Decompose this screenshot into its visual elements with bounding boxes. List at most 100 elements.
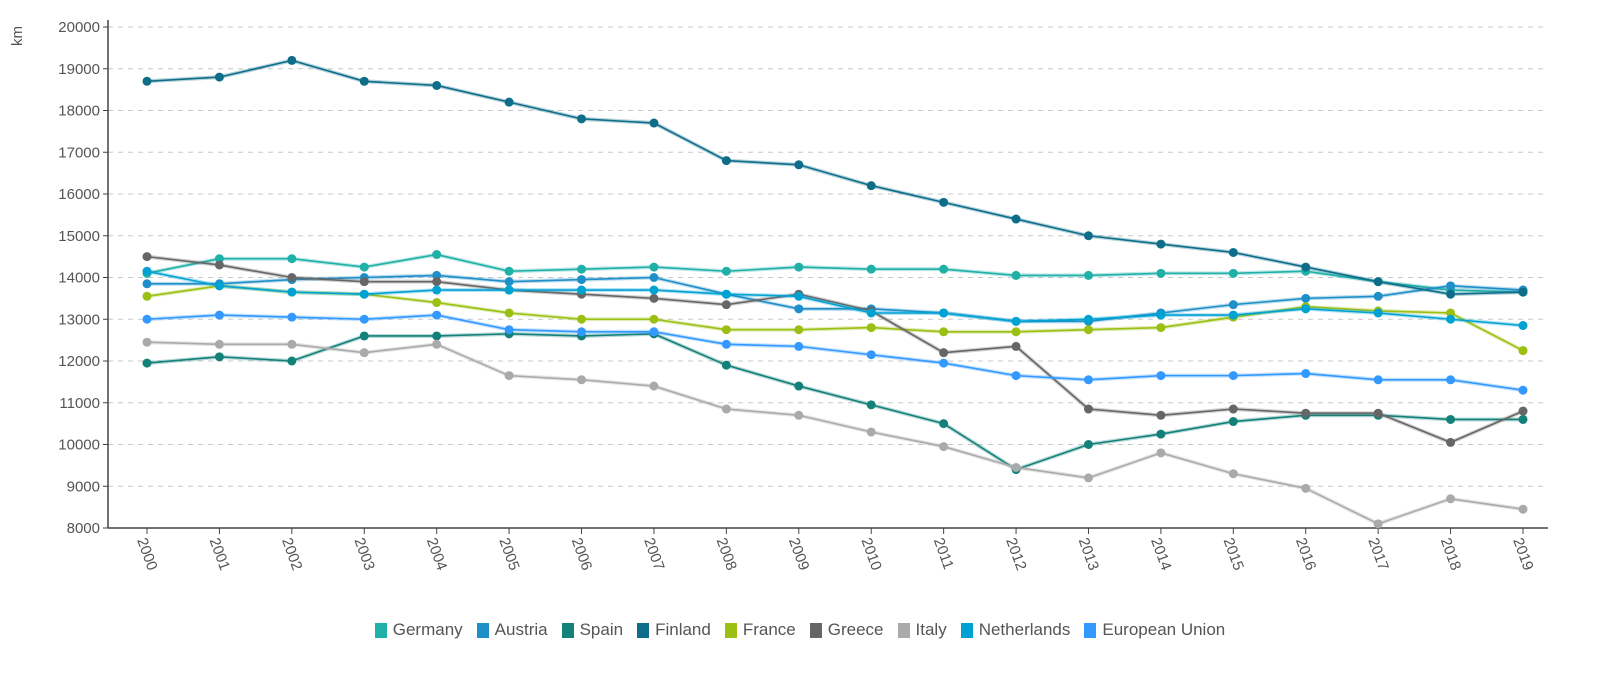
data-point[interactable]	[1156, 310, 1166, 320]
data-point[interactable]	[866, 264, 876, 274]
data-point[interactable]	[1446, 375, 1456, 385]
data-point[interactable]	[866, 308, 876, 318]
data-point[interactable]	[721, 266, 731, 276]
data-point[interactable]	[1373, 308, 1383, 318]
data-point[interactable]	[1301, 483, 1311, 493]
data-point[interactable]	[649, 118, 659, 128]
data-point[interactable]	[649, 327, 659, 337]
data-point[interactable]	[1228, 247, 1238, 257]
data-point[interactable]	[142, 358, 152, 368]
data-point[interactable]	[866, 350, 876, 360]
data-point[interactable]	[1446, 281, 1456, 291]
data-point[interactable]	[721, 360, 731, 370]
data-point[interactable]	[721, 404, 731, 414]
data-point[interactable]	[287, 273, 297, 282]
data-point[interactable]	[142, 314, 152, 324]
data-point[interactable]	[794, 262, 804, 272]
data-point[interactable]	[794, 341, 804, 351]
data-point[interactable]	[649, 262, 659, 272]
data-point[interactable]	[1156, 239, 1166, 249]
data-point[interactable]	[1156, 429, 1166, 439]
data-point[interactable]	[1301, 369, 1311, 379]
legend-item-finland[interactable]: Finland	[637, 620, 711, 640]
data-point[interactable]	[142, 279, 152, 289]
data-point[interactable]	[794, 381, 804, 391]
data-point[interactable]	[214, 352, 224, 362]
data-point[interactable]	[287, 287, 297, 297]
data-point[interactable]	[1156, 371, 1166, 381]
data-point[interactable]	[1518, 504, 1528, 514]
data-point[interactable]	[939, 327, 949, 337]
data-point[interactable]	[287, 254, 297, 264]
legend-item-european-union[interactable]: European Union	[1084, 620, 1225, 640]
data-point[interactable]	[214, 254, 224, 264]
data-point[interactable]	[287, 356, 297, 366]
data-point[interactable]	[649, 285, 659, 295]
data-point[interactable]	[1373, 291, 1383, 301]
data-point[interactable]	[794, 304, 804, 314]
data-point[interactable]	[359, 277, 369, 287]
data-point[interactable]	[1446, 308, 1456, 318]
data-point[interactable]	[1011, 371, 1021, 381]
legend-item-germany[interactable]: Germany	[374, 620, 463, 640]
data-point[interactable]	[577, 314, 587, 324]
legend-item-greece[interactable]: Greece	[809, 620, 884, 640]
data-point[interactable]	[1446, 494, 1456, 504]
data-point[interactable]	[1373, 519, 1383, 529]
data-point[interactable]	[432, 277, 442, 287]
data-point[interactable]	[1228, 371, 1238, 381]
data-point[interactable]	[577, 375, 587, 385]
data-point[interactable]	[794, 325, 804, 335]
data-point[interactable]	[214, 281, 224, 291]
data-point[interactable]	[287, 312, 297, 322]
data-point[interactable]	[1083, 314, 1093, 324]
data-point[interactable]	[939, 197, 949, 207]
data-point[interactable]	[1228, 300, 1238, 310]
data-point[interactable]	[359, 314, 369, 324]
data-point[interactable]	[1011, 327, 1021, 337]
data-point[interactable]	[287, 55, 297, 65]
legend-item-italy[interactable]: Italy	[897, 620, 947, 640]
data-point[interactable]	[1156, 268, 1166, 278]
data-point[interactable]	[504, 371, 514, 381]
data-point[interactable]	[939, 419, 949, 429]
data-point[interactable]	[866, 427, 876, 437]
data-point[interactable]	[1083, 440, 1093, 449]
data-point[interactable]	[1011, 316, 1021, 326]
data-point[interactable]	[1228, 469, 1238, 479]
data-point[interactable]	[359, 348, 369, 358]
data-point[interactable]	[432, 339, 442, 349]
data-point[interactable]	[142, 76, 152, 86]
data-point[interactable]	[1228, 310, 1238, 320]
data-point[interactable]	[1518, 385, 1528, 395]
data-point[interactable]	[577, 327, 587, 337]
data-point[interactable]	[1518, 287, 1528, 297]
data-point[interactable]	[432, 285, 442, 295]
data-point[interactable]	[142, 337, 152, 347]
data-point[interactable]	[939, 264, 949, 274]
data-point[interactable]	[721, 325, 731, 335]
data-point[interactable]	[1373, 408, 1383, 418]
data-point[interactable]	[359, 262, 369, 272]
data-point[interactable]	[866, 323, 876, 333]
data-point[interactable]	[504, 285, 514, 295]
data-point[interactable]	[939, 308, 949, 318]
data-point[interactable]	[1301, 262, 1311, 272]
data-point[interactable]	[866, 181, 876, 191]
data-point[interactable]	[1156, 448, 1166, 458]
data-point[interactable]	[649, 314, 659, 324]
data-point[interactable]	[432, 331, 442, 341]
data-point[interactable]	[1446, 437, 1456, 447]
data-point[interactable]	[359, 289, 369, 299]
data-point[interactable]	[1373, 375, 1383, 385]
data-point[interactable]	[432, 310, 442, 320]
data-point[interactable]	[1083, 375, 1093, 385]
data-point[interactable]	[1083, 231, 1093, 241]
data-point[interactable]	[794, 410, 804, 420]
data-point[interactable]	[142, 266, 152, 276]
data-point[interactable]	[721, 300, 731, 310]
data-point[interactable]	[577, 285, 587, 295]
legend-item-netherlands[interactable]: Netherlands	[960, 620, 1070, 640]
legend-item-austria[interactable]: Austria	[476, 620, 548, 640]
data-point[interactable]	[939, 442, 949, 452]
